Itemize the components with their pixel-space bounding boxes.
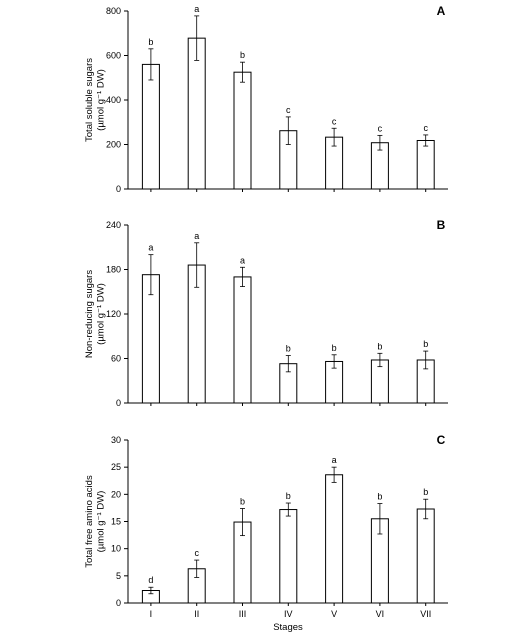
y-tick-label: 400 [106, 95, 121, 105]
x-tick-label: IV [284, 609, 293, 619]
x-tick-label: VI [376, 609, 385, 619]
y-tick-label: 5 [116, 571, 121, 581]
y-tick-label: 240 [106, 220, 121, 230]
y-tick-label: 120 [106, 309, 121, 319]
bar [325, 474, 344, 604]
y-tick-label: 600 [106, 51, 121, 61]
y-tick-label: 0 [116, 398, 121, 408]
y-tick-label: 10 [111, 544, 121, 554]
x-tick-label: III [239, 609, 247, 619]
chart-panel-a: 0 200 400 600 800 Total soluble sugars(µmol g… [84, 4, 448, 194]
y-tick-label: 30 [111, 435, 121, 445]
bar [233, 71, 252, 190]
x-tick-label: II [194, 609, 199, 619]
significance-letter: b [286, 344, 291, 354]
y-tick-label: 25 [111, 462, 121, 472]
panel-label: B [437, 218, 446, 232]
bar [416, 508, 435, 604]
significance-letter: b [240, 50, 245, 60]
panel-label: A [437, 4, 446, 18]
bar [233, 276, 252, 404]
significance-letter: c [286, 105, 291, 115]
significance-letter: b [377, 341, 382, 351]
y-axis-label-line1: Non-reducing sugars [84, 270, 95, 358]
y-tick-label: 60 [111, 354, 121, 364]
bar [279, 509, 298, 604]
y-axis-label: Non-reducing sugars(µmol g⁻¹ DW) [84, 270, 106, 358]
y-tick-label: 200 [106, 140, 121, 150]
significance-letter: b [286, 491, 291, 501]
y-axis-label: Total soluble sugars(µmol g⁻¹ DW) [84, 58, 106, 142]
significance-letter: b [332, 343, 337, 353]
significance-letter: b [240, 496, 245, 506]
y-tick-label: 0 [116, 598, 121, 608]
y-tick-label: 800 [106, 6, 121, 16]
significance-letter: a [240, 255, 245, 265]
significance-letter: c [332, 116, 337, 126]
y-axis-label-line2: (µmol g⁻¹ DW) [96, 491, 107, 553]
y-axis-label-line1: Total soluble sugars [84, 58, 95, 142]
y-axis-label: Total free amino acids(µmol g⁻¹ DW) [84, 475, 106, 568]
y-axis-label-line2: (µmol g⁻¹ DW) [96, 69, 107, 131]
bar [141, 63, 160, 190]
panel-label: C [437, 433, 446, 447]
significance-letter: d [148, 575, 153, 585]
y-tick-label: 180 [106, 265, 121, 275]
y-axis-label-line1: Total free amino acids [84, 475, 95, 568]
significance-letter: b [423, 487, 428, 497]
significance-letter: a [148, 243, 153, 253]
significance-letter: b [377, 492, 382, 502]
chart-panel-b: 0 60 120 180 240 Non-reducing sugars(µmol g⁻¹… [84, 218, 448, 408]
x-tick-label: I [150, 609, 153, 619]
y-axis-label-line2: (µmol g⁻¹ DW) [96, 283, 107, 345]
chart-panel-c: 0 5 10 15 20 25 30 Total free amino acids(µmol … [84, 433, 448, 633]
y-tick-label: 15 [111, 517, 121, 527]
x-axis-label: Stages [273, 622, 303, 633]
y-tick-label: 20 [111, 489, 121, 499]
bar [416, 139, 435, 190]
significance-letter: b [423, 339, 428, 349]
x-tick-label: VII [420, 609, 431, 619]
significance-letter: a [194, 4, 199, 14]
significance-letter: a [194, 231, 199, 241]
significance-letter: c [194, 548, 199, 558]
significance-letter: c [378, 123, 383, 133]
significance-letter: b [148, 37, 153, 47]
y-tick-label: 0 [116, 184, 121, 194]
significance-letter: c [423, 123, 428, 133]
x-tick-label: V [331, 609, 337, 619]
significance-letter: a [332, 455, 337, 465]
